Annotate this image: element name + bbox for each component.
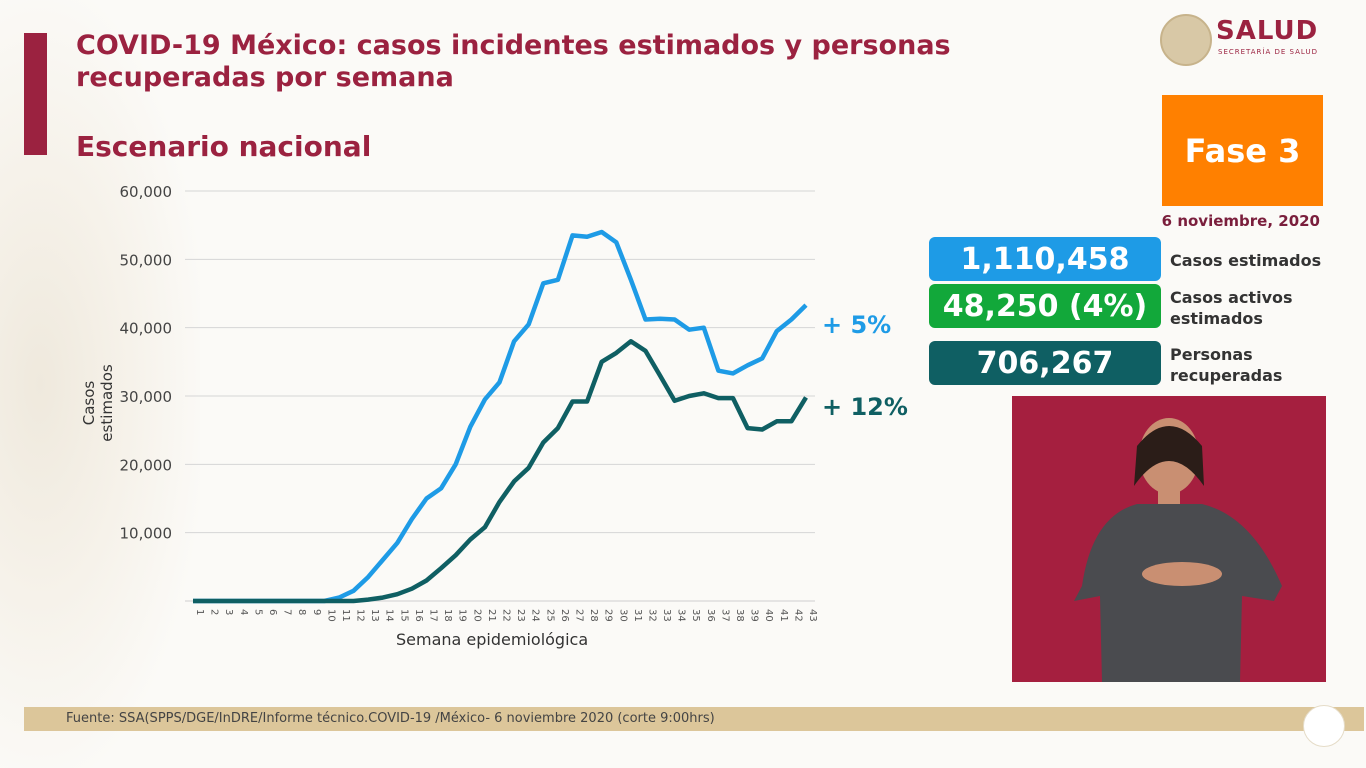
gobierno-de-mexico-seal-icon [1303,705,1345,747]
x-tick-label: 17 [428,609,439,622]
x-tick-label: 35 [690,609,701,622]
logo-subtitle: SECRETARÍA DE SALUD [1218,48,1318,56]
source-footer: Fuente: SSA(SPPS/DGE/InDRE/Informe técni… [24,707,1364,731]
x-tick-label: 5 [252,609,263,615]
report-date: 6 noviembre, 2020 [1161,212,1320,230]
x-tick-label: 10 [325,609,336,622]
x-tick-label: 24 [530,609,541,622]
x-tick-label: 27 [573,609,584,622]
x-tick-label: 39 [749,609,760,622]
x-tick-label: 29 [603,609,614,622]
stat-label-recovered: Personas recuperadas [1170,345,1283,385]
x-tick-label: 33 [661,609,672,622]
y-tick-label: 30,000 [120,388,173,406]
x-tick-label: 37 [719,609,730,622]
x-tick-label: 31 [632,609,643,622]
y-tick-label: 10,000 [120,525,173,543]
x-tick-label: 26 [559,609,570,622]
x-tick-label: 3 [223,609,234,615]
x-tick-label: 22 [501,609,512,622]
stat-recovered: 706,267 [929,341,1161,385]
x-tick-label: 8 [296,609,307,615]
x-tick-label: 9 [311,609,322,615]
x-tick-label: 41 [778,609,789,622]
x-tick-label: 14 [384,609,395,622]
national-seal-icon [1160,14,1212,66]
x-axis-title: Semana epidemiológica [396,630,589,649]
phase-badge: Fase 3 [1162,95,1323,206]
x-tick-label: 43 [807,609,818,622]
x-tick-label: 4 [238,609,249,615]
x-tick-label: 7 [282,609,293,615]
x-tick-label: 16 [413,609,424,622]
x-tick-label: 1 [194,609,205,615]
x-tick-label: 25 [544,609,555,622]
y-tick-label: 40,000 [120,320,173,338]
title-accent-bar [24,33,47,155]
stat-label-estimated-cases: Casos estimados [1170,251,1322,270]
x-tick-label: 36 [705,609,716,622]
x-tick-label: 30 [617,609,628,622]
x-tick-label: 19 [457,609,468,622]
stat-estimated-cases: 1,110,458 [929,237,1161,281]
logo-name: SALUD [1216,16,1319,46]
page-subtitle: Escenario nacional [76,130,372,163]
interpreter-figure [1074,418,1282,682]
x-tick-label: 32 [646,609,657,622]
x-tick-label: 6 [267,609,278,615]
x-tick-label: 15 [398,609,409,622]
page-title: COVID-19 México: casos incidentes estima… [76,30,951,93]
x-tick-label: 38 [734,609,745,622]
x-tick-label: 20 [471,609,482,622]
salud-logo: SALUD SECRETARÍA DE SALUD [1160,14,1330,66]
y-tick-label: 60,000 [120,183,173,201]
stat-active-cases: 48,250 (4%) [929,284,1161,328]
x-tick-label: 2 [209,609,220,615]
series-estimated-line [193,229,808,604]
x-tick-label: 42 [792,609,803,622]
x-tick-label: 34 [676,609,687,622]
x-tick-label: 40 [763,609,774,622]
x-tick-label: 21 [486,609,497,622]
y-tick-label: 20,000 [120,456,173,474]
series-recovered-change-label: + 12% [822,393,908,421]
series-estimated-change-label: + 5% [822,311,892,339]
x-tick-label: 23 [515,609,526,622]
x-tick-label: 28 [588,609,599,622]
x-tick-label: 18 [442,609,453,622]
x-tick-label: 13 [369,609,380,622]
x-tick-label: 11 [340,609,351,622]
x-tick-label: 12 [355,609,366,622]
stat-label-active-cases: Casos activos estimados [1170,288,1293,328]
sign-language-interpreter-video [1012,396,1326,682]
y-tick-label: 50,000 [120,251,173,269]
